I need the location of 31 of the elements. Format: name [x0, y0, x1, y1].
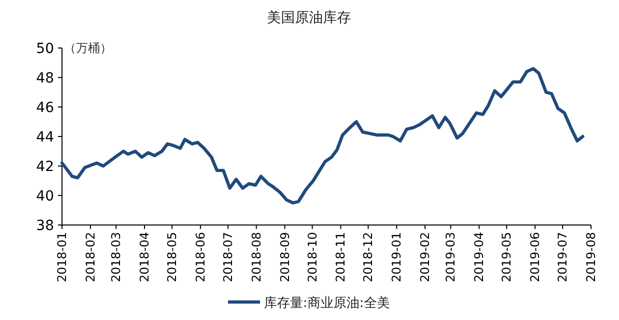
x-tick-label: 2018-04: [138, 232, 152, 282]
y-tick-label: 40: [36, 188, 54, 204]
x-tick-label: 2019-02: [418, 232, 432, 282]
x-tick-label: 2018-01: [55, 232, 69, 282]
x-tick-label: 2019-01: [390, 232, 404, 282]
y-tick-label: 46: [36, 100, 54, 116]
y-axis-title: （万桶）: [64, 41, 112, 55]
chart-title: 美国原油库存: [267, 10, 351, 26]
x-tick-label: 2018-05: [165, 232, 180, 282]
x-tick-label: 2019-07: [556, 232, 570, 282]
x-tick-label: 2018-02: [83, 232, 98, 282]
x-tick-label: 2018-06: [193, 232, 208, 282]
x-tick-label: 2018-07: [220, 232, 235, 282]
y-tick-label: 42: [36, 159, 54, 175]
y-tick-label: 50: [36, 41, 54, 57]
legend: 库存量:商业原油:全美: [228, 296, 390, 311]
x-tick-label: 2019-08: [584, 232, 598, 282]
x-tick-label: 2019-03: [444, 232, 458, 282]
x-tick-label: 2018-10: [305, 232, 320, 282]
x-tick-label: 2019-04: [472, 232, 486, 282]
x-tick-label: 2018-08: [249, 232, 264, 282]
x-tick-label: 2018-09: [278, 232, 292, 282]
x-tick-label: 2018-12: [361, 232, 376, 282]
y-tick-label: 38: [36, 218, 54, 234]
x-tick-label: 2018-03: [109, 232, 124, 282]
x-tick-label: 2019-06: [528, 232, 542, 282]
y-tick-label: 44: [36, 130, 54, 146]
y-tick-label: 48: [36, 70, 54, 86]
x-tick-label: 2018-11: [334, 232, 348, 282]
legend-label: 库存量:商业原油:全美: [264, 295, 390, 311]
x-tick-label: 2019-05: [500, 232, 514, 282]
